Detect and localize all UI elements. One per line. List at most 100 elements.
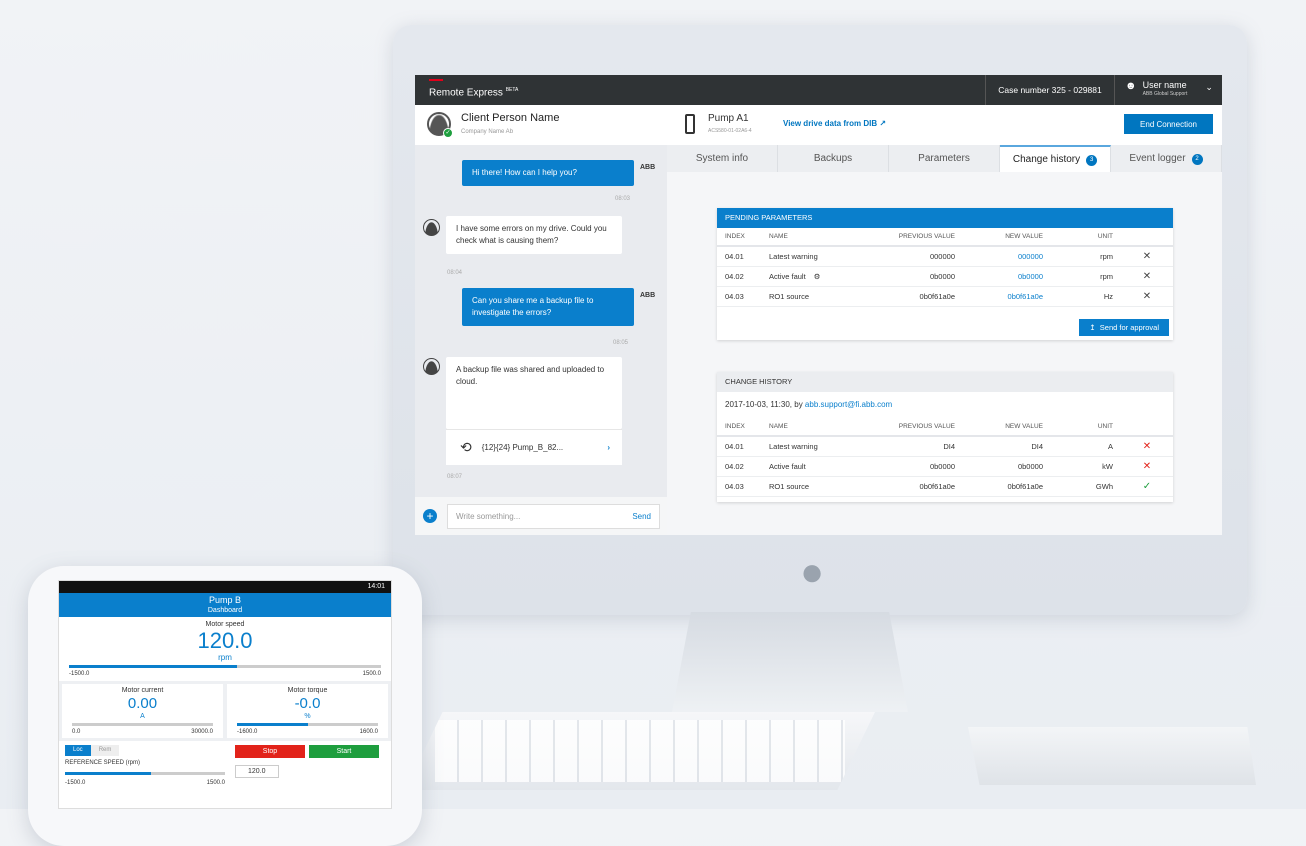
send-for-approval-button[interactable]: ↥ Send for approval xyxy=(1079,319,1169,336)
keyboard xyxy=(405,712,875,790)
user-name: User name xyxy=(1142,80,1187,90)
chat-message: Can you share me a backup file to invest… xyxy=(462,288,634,326)
drive-icon xyxy=(685,114,695,134)
cell: A xyxy=(1051,436,1121,457)
local-button[interactable]: Loc xyxy=(65,745,91,756)
remove-icon[interactable]: ✕ xyxy=(1121,246,1173,267)
remove-icon[interactable]: ✕ xyxy=(1121,286,1173,307)
motor-current-widget: Motor current 0.00 A 0.0 30000.0 xyxy=(62,684,223,738)
cell: 0b0000 xyxy=(873,456,963,477)
cell: RO1 source xyxy=(761,286,873,307)
max-label: 30000.0 xyxy=(191,729,213,735)
rejected-icon: ✕ xyxy=(1121,436,1173,457)
speed-bar xyxy=(69,665,381,668)
cell: 04.03 xyxy=(717,286,761,307)
cell: 000000 xyxy=(963,246,1051,267)
table-row: 04.03 RO1 source 0b0f61a0e 0b0f61a0e GWh ✓ xyxy=(717,476,1173,497)
speed-unit: rpm xyxy=(218,653,232,662)
add-attachment-button[interactable]: + xyxy=(423,509,437,523)
message-input[interactable]: Write something... Send xyxy=(447,504,660,529)
col-header: PREVIOUS VALUE xyxy=(873,418,963,437)
stop-button[interactable]: Stop xyxy=(235,745,305,758)
cell: 0b0000 xyxy=(963,266,1051,287)
view-dib-link[interactable]: View drive data from DIB ↗ xyxy=(783,119,886,129)
cell: 000000 xyxy=(873,246,963,267)
col-header: NAME xyxy=(761,228,873,247)
reference-value-input[interactable]: 120.0 xyxy=(235,765,279,778)
remote-button[interactable]: Rem xyxy=(90,745,120,756)
phone-status-bar: 14:01 xyxy=(59,581,391,593)
cell: 0b0f61a0e xyxy=(873,476,963,497)
card-title: CHANGE HISTORY xyxy=(717,372,1173,392)
cell: 0b0f61a0e xyxy=(963,476,1051,497)
author-email-link[interactable]: abb.support@fi.abb.com xyxy=(804,400,893,409)
trackpad xyxy=(968,727,1256,785)
col-header: NEW VALUE xyxy=(963,228,1051,247)
backup-restore-icon: ⟲ xyxy=(460,439,472,455)
user-org: ABB Global Support xyxy=(1142,91,1188,97)
col-header: UNIT xyxy=(1051,418,1121,437)
phone-nav-bar: Pump B Dashboard xyxy=(59,593,391,617)
cell: 04.02 xyxy=(717,266,761,287)
online-check-icon: ✓ xyxy=(443,128,453,138)
pending-table: INDEX NAME PREVIOUS VALUE NEW VALUE UNIT 04.… xyxy=(717,228,1173,307)
remove-icon[interactable]: ✕ xyxy=(1121,266,1173,287)
phone-screen: 14:01 Pump B Dashboard Motor speed 120.0… xyxy=(58,580,392,809)
tab-backups[interactable]: Backups xyxy=(778,145,889,172)
apple-logo-icon: ● xyxy=(800,550,825,594)
widget-label: Motor current xyxy=(121,687,164,694)
cell: Latest warning xyxy=(761,436,873,457)
start-button[interactable]: Start xyxy=(309,745,379,758)
table-row: 04.01 Latest warning 000000 000000 rpm ✕ xyxy=(717,246,1173,267)
upload-icon: ↥ xyxy=(1089,323,1096,332)
user-menu[interactable]: ☻ User name ABB Global Support ⌄ xyxy=(1125,80,1213,98)
table-row: 04.02 Active fault 0b0000 0b0000 kW ✕ xyxy=(717,456,1173,477)
min-label: 0.0 xyxy=(72,729,81,735)
reference-speed-slider[interactable] xyxy=(65,772,225,775)
end-connection-button[interactable]: End Connection xyxy=(1124,114,1213,134)
drive-name: Pump A1 xyxy=(708,113,749,124)
cell-text: Active fault xyxy=(769,271,806,281)
chevron-right-icon: › xyxy=(607,443,610,452)
beta-tag: BETA xyxy=(505,87,519,93)
table-row: 04.03 RO1 source 0b0f61a0e 0b0f61a0e Hz ✕ xyxy=(717,286,1173,307)
client-avatar: ✓ xyxy=(427,112,453,138)
col-header: NEW VALUE xyxy=(963,418,1051,437)
torque-unit: % xyxy=(304,713,311,720)
max-label: 1500.0 xyxy=(206,780,225,786)
send-button[interactable]: Send xyxy=(632,512,651,521)
widget-label: Motor torque xyxy=(287,687,328,694)
chat-input-row: + Write something... Send xyxy=(415,497,667,535)
max-label: 1500.0 xyxy=(362,671,381,677)
tab-label: Parameters xyxy=(918,153,970,164)
tab-parameters[interactable]: Parameters xyxy=(889,145,1000,172)
dib-link-label: View drive data from DIB xyxy=(783,119,878,128)
approved-check-icon: ✓ xyxy=(1121,476,1173,497)
phone-title: Pump B xyxy=(208,595,241,605)
col-header: INDEX xyxy=(717,418,761,437)
gear-icon: ⚙ xyxy=(813,271,821,281)
app-brand: Remote Express BETA xyxy=(429,78,519,99)
imac-stand xyxy=(672,612,908,712)
widget-label: Motor speed xyxy=(205,621,245,628)
button-label: Send for approval xyxy=(1099,323,1159,332)
col-header: UNIT xyxy=(1051,228,1121,247)
shared-backup-file[interactable]: ⟲ {12}{24} Pump_B_82... › xyxy=(446,429,622,465)
history-entry-header: 2017-10-03, 11:30, by abb.support@fi.abb… xyxy=(717,392,1173,418)
speed-value: 120.0 xyxy=(197,628,253,653)
torque-value: -0.0 xyxy=(294,695,321,712)
message-time: 08:05 xyxy=(613,340,629,346)
tab-event-logger[interactable]: Event logger 2 xyxy=(1111,145,1222,172)
tab-system-info[interactable]: System info xyxy=(667,145,778,172)
tab-label: Event logger xyxy=(1129,153,1186,164)
chat-message: Hi there! How can I help you? xyxy=(462,160,634,186)
tab-change-history[interactable]: Change history 3 xyxy=(1000,145,1111,172)
history-date: 2017-10-03, 11:30, by xyxy=(725,400,805,409)
table-row: 04.02 Active fault ⚙ 0b0000 0b0000 rpm ✕ xyxy=(717,266,1173,287)
cell: kW xyxy=(1051,456,1121,477)
motor-speed-widget: Motor speed 120.0 rpm -1500.0 1500.0 xyxy=(59,617,391,681)
min-label: -1500.0 xyxy=(69,671,90,677)
min-label: -1500.0 xyxy=(65,780,86,786)
tab-label: Backups xyxy=(813,153,853,164)
cell: 0b0000 xyxy=(963,456,1051,477)
